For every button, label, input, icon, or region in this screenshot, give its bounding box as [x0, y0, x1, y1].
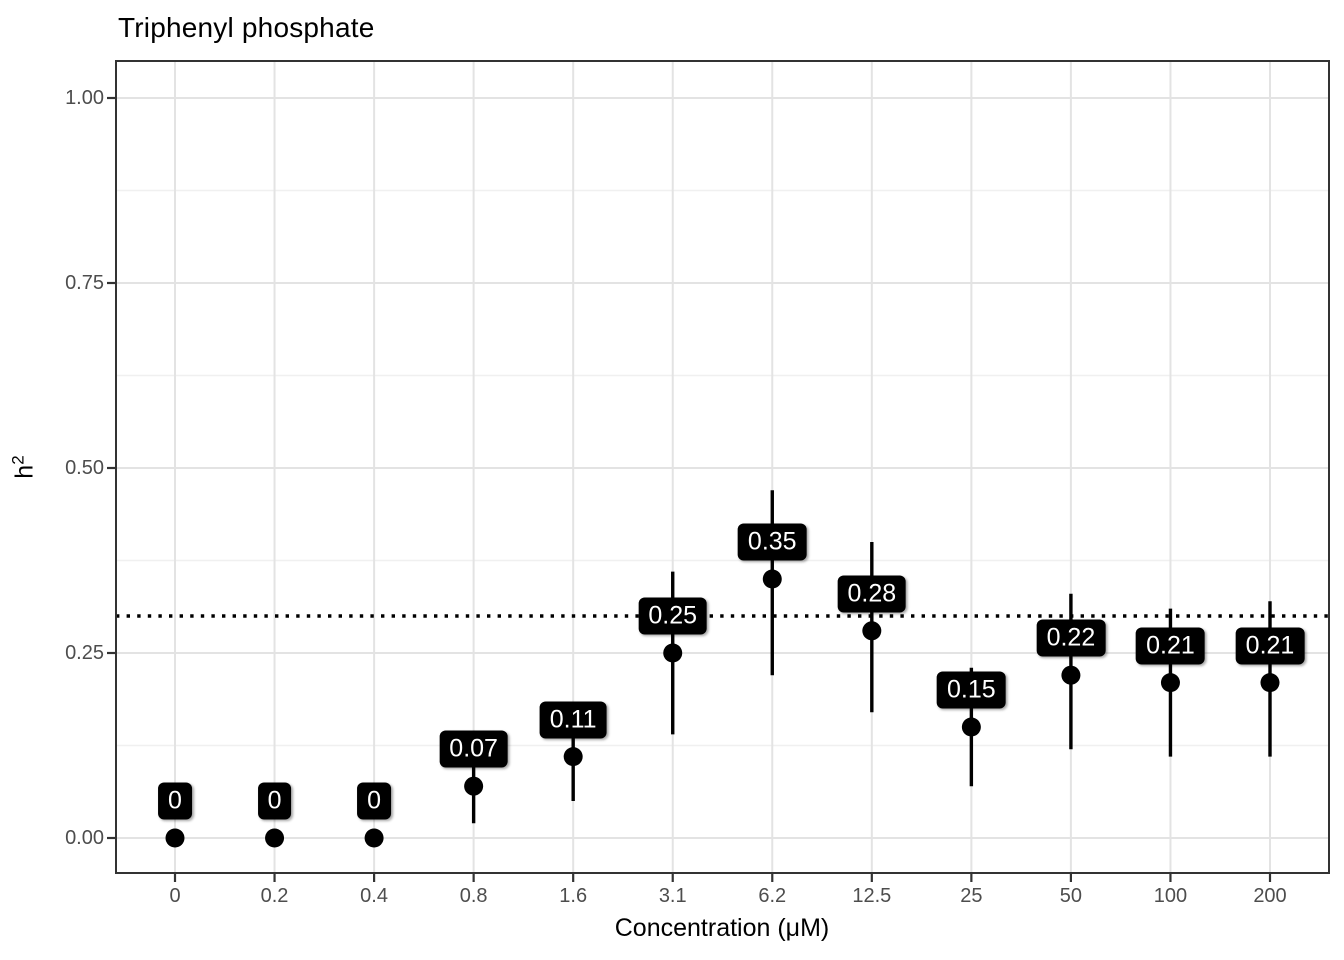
x-tick-label: 3.1	[658, 885, 687, 907]
data-point	[265, 828, 285, 848]
y-tick-label: 0.75	[65, 272, 104, 294]
x-tick-label: 25	[960, 885, 983, 907]
data-point	[464, 776, 484, 796]
y-tick-label: 0.50	[65, 457, 104, 479]
point-value-label: 0.35	[737, 523, 807, 561]
point-value-label: 0	[357, 782, 392, 820]
y-tick-label: 0.25	[65, 642, 104, 664]
x-tick-label: 50	[1059, 885, 1083, 907]
data-point	[762, 569, 782, 589]
point-value-label: 0.22	[1036, 619, 1106, 657]
y-tick-label: 0.00	[65, 827, 104, 849]
x-tick-label: 0.2	[260, 885, 289, 907]
point-value-label: 0.25	[638, 597, 708, 635]
x-axis-title: Concentration (μM)	[614, 914, 830, 942]
point-value-label: 0.07	[439, 730, 508, 768]
x-tick-label: 0	[169, 885, 181, 907]
data-point	[1061, 665, 1081, 685]
data-point	[961, 717, 981, 737]
data-point	[364, 828, 384, 848]
x-tick-label: 200	[1253, 885, 1287, 907]
x-tick-label: 1.6	[559, 885, 588, 907]
x-tick-label: 12.5	[852, 885, 892, 907]
y-axis-title-base: h	[10, 464, 39, 479]
plot-title: Triphenyl phosphate	[118, 12, 375, 43]
point-value-label: 0.15	[937, 671, 1006, 709]
point-value-label: 0.21	[1136, 627, 1205, 665]
data-point	[663, 643, 683, 663]
point-value-label: 0.21	[1235, 627, 1305, 665]
data-point	[563, 747, 583, 767]
data-point	[1160, 673, 1180, 693]
x-tick-label: 0.8	[459, 885, 488, 907]
y-axis-title: h2	[8, 455, 39, 478]
data-point	[1260, 673, 1280, 693]
x-tick-label: 100	[1153, 885, 1188, 907]
data-point	[165, 828, 185, 848]
point-value-label: 0.11	[539, 701, 607, 739]
data-point	[862, 621, 882, 641]
panel-border	[115, 60, 1330, 874]
x-tick-label: 6.2	[758, 885, 787, 907]
point-value-label: 0	[158, 782, 192, 820]
x-tick-label: 0.4	[360, 885, 388, 907]
y-axis-title-sup: 2	[8, 455, 28, 465]
point-value-label: 0.28	[837, 575, 907, 613]
y-tick-label: 1.00	[65, 87, 104, 109]
point-value-label: 0	[257, 782, 292, 820]
